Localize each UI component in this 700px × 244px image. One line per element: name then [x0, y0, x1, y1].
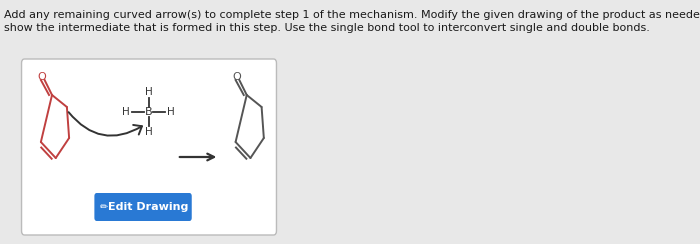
- Text: B: B: [145, 107, 153, 117]
- Text: show the intermediate that is formed in this step. Use the single bond tool to i: show the intermediate that is formed in …: [4, 23, 650, 33]
- Text: O: O: [37, 72, 46, 82]
- Text: O: O: [232, 72, 241, 82]
- Text: H: H: [122, 107, 130, 117]
- FancyBboxPatch shape: [22, 59, 276, 235]
- FancyBboxPatch shape: [94, 193, 192, 221]
- Text: H: H: [145, 127, 153, 137]
- Text: Add any remaining curved arrow(s) to complete step 1 of the mechanism. Modify th: Add any remaining curved arrow(s) to com…: [4, 10, 700, 20]
- FancyArrowPatch shape: [69, 112, 142, 136]
- Text: Edit Drawing: Edit Drawing: [108, 202, 189, 212]
- Text: ✏: ✏: [100, 202, 108, 212]
- Text: H: H: [167, 107, 175, 117]
- Text: H: H: [145, 87, 153, 97]
